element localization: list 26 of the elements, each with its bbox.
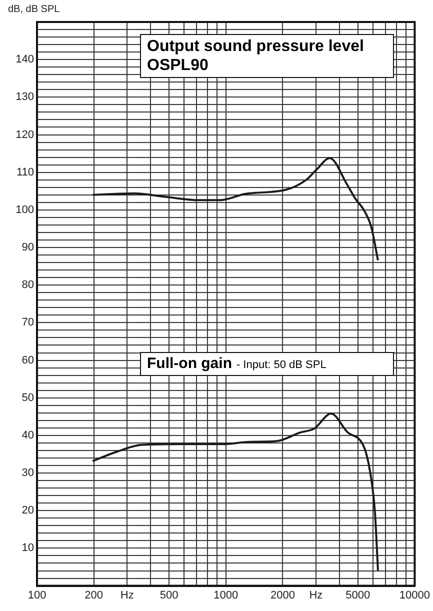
y-tick-label: 110 bbox=[16, 166, 34, 178]
x-tick-label: 200 bbox=[84, 589, 104, 602]
x-tick-label: Hz bbox=[309, 589, 323, 602]
y-tick-label: 70 bbox=[22, 316, 34, 329]
y-tick-label: 30 bbox=[22, 467, 34, 480]
x-tick-label: 500 bbox=[160, 589, 178, 602]
y-tick-label: 140 bbox=[16, 54, 34, 66]
y-tick-label: 120 bbox=[16, 128, 34, 141]
text: Output sound pressure level OSPL90 bbox=[140, 34, 394, 78]
x-tick-label: Hz bbox=[120, 589, 134, 602]
text: Full-on gain bbox=[147, 355, 232, 372]
y-tick-label: 40 bbox=[22, 429, 34, 442]
x-tick-label: 1000 bbox=[214, 589, 238, 602]
y-tick-label: 50 bbox=[22, 392, 34, 404]
y-tick-label: 90 bbox=[22, 242, 34, 254]
y-axis-title: dB, dB SPL bbox=[8, 4, 60, 15]
x-tick-label: 2000 bbox=[270, 589, 295, 602]
y-tick-label: 20 bbox=[22, 504, 34, 517]
annotation: - Input: 50 dB SPL bbox=[236, 359, 326, 371]
y-tick-label: 100 bbox=[16, 204, 34, 216]
y-tick-label: 80 bbox=[22, 279, 34, 292]
x-tick-label: 5000 bbox=[346, 589, 370, 602]
y-tick-label: 130 bbox=[16, 91, 34, 104]
x-tick-label: 10000 bbox=[399, 589, 430, 602]
y-tick-label: 10 bbox=[22, 542, 34, 554]
y-tick-label: 60 bbox=[22, 354, 34, 366]
